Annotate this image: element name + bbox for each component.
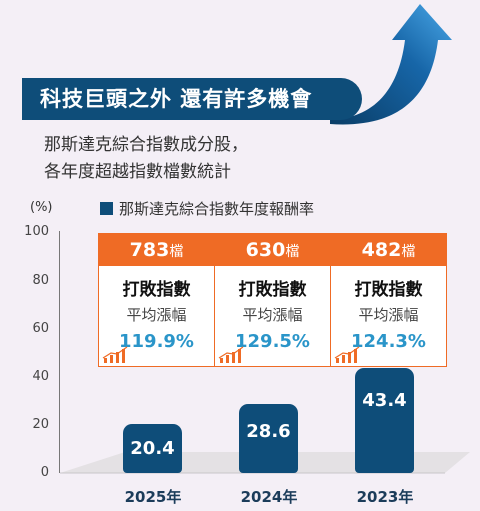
title-banner: 科技巨頭之外 還有許多機會 xyxy=(22,78,362,120)
callout-card-2024: 630檔 打敗指數 平均漲幅 129.5% xyxy=(214,233,331,367)
y-tick-label: 100 xyxy=(24,224,49,239)
y-tick-label: 60 xyxy=(32,321,49,336)
callout-title: 打敗指數 xyxy=(122,280,191,300)
x-category-label: 2023年 xyxy=(356,488,414,506)
y-axis-line xyxy=(59,231,60,473)
beat-count-unit: 檔 xyxy=(401,244,416,260)
y-tick-label: 20 xyxy=(32,417,49,432)
callout-card-2025: 783檔 打敗指數 平均漲幅 119.9% xyxy=(98,233,215,367)
subtitle-line-1: 那斯達克綜合指數成分股， xyxy=(44,135,248,155)
bar-2023: 43.4 xyxy=(355,367,414,473)
rising-bar-chart-icon xyxy=(102,346,128,363)
callout-subtitle: 平均漲幅 xyxy=(358,306,419,324)
chart-legend: 那斯達克綜合指數年度報酬率 xyxy=(100,198,314,219)
x-category-label: 2025年 xyxy=(124,488,182,506)
bar-2025: 20.4 xyxy=(123,423,182,473)
callout-card-2023: 482檔 打敗指數 平均漲幅 124.3% xyxy=(330,233,447,367)
y-tick-label: 80 xyxy=(32,273,49,288)
upward-arrow-graphic xyxy=(330,4,452,125)
callout-subtitle: 平均漲幅 xyxy=(242,306,303,324)
callout-subtitle: 平均漲幅 xyxy=(126,306,187,324)
callout-header: 630檔 xyxy=(215,234,330,266)
beat-count: 783 xyxy=(129,239,170,261)
rising-bar-chart-icon xyxy=(334,346,360,363)
y-tick-label: 40 xyxy=(32,369,49,384)
average-gain-value: 119.9% xyxy=(119,331,194,352)
x-category-label: 2024年 xyxy=(240,488,298,506)
callout-title: 打敗指數 xyxy=(354,280,423,300)
y-tick-label: 0 xyxy=(40,465,49,480)
beat-count-unit: 檔 xyxy=(169,244,184,260)
average-gain-value: 124.3% xyxy=(351,331,426,352)
average-gain-value: 129.5% xyxy=(235,331,310,352)
subtitle-line-2: 各年度超越指數檔數統計 xyxy=(44,162,231,182)
rising-bar-chart-icon xyxy=(218,346,244,363)
bar-value-label: 28.6 xyxy=(246,420,291,442)
beat-count: 630 xyxy=(245,239,286,261)
legend-label: 那斯達克綜合指數年度報酬率 xyxy=(119,200,315,218)
bar-value-label: 20.4 xyxy=(130,437,175,459)
y-axis-unit-label: (%) xyxy=(30,200,53,215)
beat-count: 482 xyxy=(361,239,402,261)
callout-header: 783檔 xyxy=(99,234,214,266)
beat-count-unit: 檔 xyxy=(285,244,300,260)
bar-2024: 28.6 xyxy=(239,403,298,473)
callout-title: 打敗指數 xyxy=(238,280,307,300)
legend-swatch xyxy=(100,202,113,215)
bar-value-label: 43.4 xyxy=(362,390,407,412)
callout-header: 482檔 xyxy=(331,234,446,266)
